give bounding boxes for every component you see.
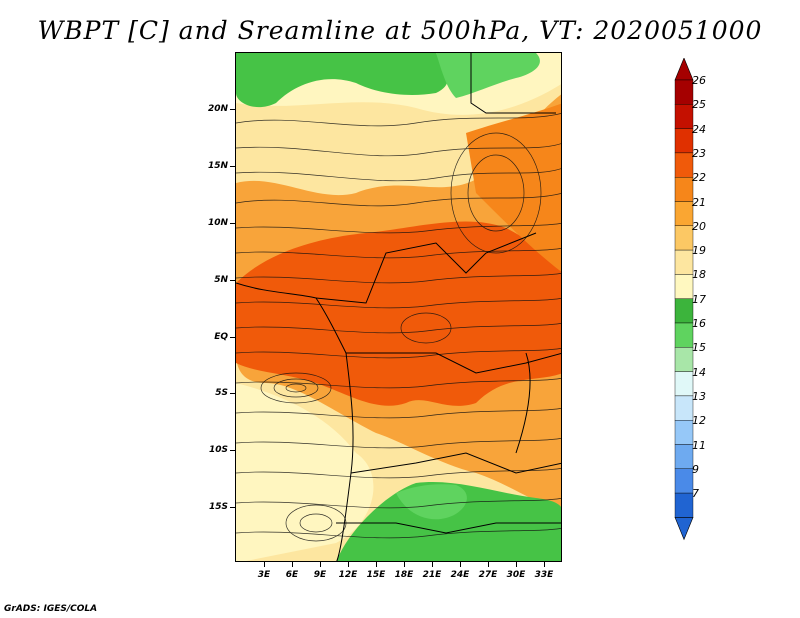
colorbar-label: 24 bbox=[692, 122, 706, 136]
lon-label: 6E bbox=[285, 570, 299, 580]
footer-credit: GrADS: IGES/COLA bbox=[4, 604, 98, 614]
map-title: WBPT [C] and Sreamline at 500hPa, VT: 20… bbox=[37, 16, 763, 45]
colorbar-segment bbox=[674, 201, 694, 226]
lon-tick bbox=[376, 562, 377, 567]
colorbar-bottom-arrow bbox=[674, 517, 694, 541]
lat-label: 15S bbox=[208, 502, 228, 512]
colorbar-label: 17 bbox=[692, 292, 706, 306]
colorbar-top-arrow bbox=[674, 58, 694, 81]
lon-label: 3E bbox=[257, 570, 271, 580]
colorbar-label: 7 bbox=[692, 487, 699, 501]
colorbar-segment bbox=[674, 176, 694, 202]
lon-label: 15E bbox=[366, 570, 386, 580]
lon-tick bbox=[348, 562, 349, 567]
colorbar-segment bbox=[674, 322, 694, 348]
colorbar-segment bbox=[674, 104, 694, 129]
lon-tick bbox=[460, 562, 461, 567]
lon-tick bbox=[264, 562, 265, 567]
colorbar-segment bbox=[674, 492, 694, 518]
colorbar-segment bbox=[674, 395, 694, 421]
colorbar-label: 20 bbox=[692, 219, 706, 233]
lon-label: 33E bbox=[534, 570, 554, 580]
colorbar-segment bbox=[674, 249, 694, 275]
colorbar-label: 15 bbox=[692, 341, 706, 355]
colorbar-label: 26 bbox=[692, 74, 706, 87]
colorbar-label: 9 bbox=[692, 462, 699, 476]
colorbar-label: 22 bbox=[692, 171, 706, 185]
colorbar-segment bbox=[674, 298, 694, 324]
lon-tick bbox=[292, 562, 293, 567]
colorbar-segment bbox=[674, 347, 694, 372]
colorbar-label: 21 bbox=[692, 195, 706, 209]
lon-label: 30E bbox=[506, 570, 526, 580]
lon-label: 24E bbox=[450, 570, 470, 580]
lat-tick bbox=[230, 337, 235, 338]
lat-tick bbox=[230, 166, 235, 167]
lon-tick bbox=[432, 562, 433, 567]
lat-tick bbox=[230, 280, 235, 281]
lon-tick bbox=[488, 562, 489, 567]
colorbar-segment bbox=[674, 152, 694, 178]
lon-label: 18E bbox=[394, 570, 414, 580]
lat-tick bbox=[230, 223, 235, 224]
lon-tick bbox=[404, 562, 405, 567]
lat-label: 20N bbox=[207, 104, 228, 114]
colorbar-segment bbox=[674, 371, 694, 397]
colorbar-label: 23 bbox=[692, 146, 706, 160]
colorbar-segment bbox=[674, 468, 694, 494]
lon-label: 9E bbox=[313, 570, 327, 580]
lat-label: 5S bbox=[215, 388, 228, 398]
colorbar-label: 13 bbox=[692, 389, 706, 403]
lon-label: 12E bbox=[338, 570, 358, 580]
colorbar-label: 12 bbox=[692, 414, 706, 428]
lon-label: 27E bbox=[478, 570, 498, 580]
lat-label: 10S bbox=[208, 445, 228, 455]
lat-label: 5N bbox=[214, 275, 228, 285]
lat-label: 15N bbox=[207, 161, 228, 171]
map-panel[interactable] bbox=[235, 52, 562, 562]
colorbar bbox=[674, 58, 694, 541]
lon-tick bbox=[544, 562, 545, 567]
colorbar-segment bbox=[674, 420, 694, 445]
colorbar-segment bbox=[674, 274, 694, 299]
lat-label: EQ bbox=[214, 332, 228, 342]
lat-tick bbox=[230, 507, 235, 508]
colorbar-label: 14 bbox=[692, 365, 706, 379]
colorbar-label: 11 bbox=[692, 438, 706, 452]
colorbar-label: 18 bbox=[692, 268, 706, 282]
colorbar-segment bbox=[674, 225, 694, 251]
lon-tick bbox=[320, 562, 321, 567]
colorbar-segment bbox=[674, 444, 694, 469]
lon-label: 21E bbox=[422, 570, 442, 580]
colorbar-segment bbox=[674, 79, 694, 105]
lat-tick bbox=[230, 393, 235, 394]
colorbar-label: 25 bbox=[692, 98, 706, 112]
colorbar-label: 16 bbox=[692, 317, 706, 330]
colorbar-segment bbox=[674, 128, 694, 154]
lat-tick bbox=[230, 109, 235, 110]
lat-label: 10N bbox=[207, 218, 228, 228]
wbpt-field bbox=[236, 53, 561, 561]
lat-tick bbox=[230, 450, 235, 451]
lon-tick bbox=[516, 562, 517, 567]
colorbar-label: 19 bbox=[692, 244, 706, 258]
